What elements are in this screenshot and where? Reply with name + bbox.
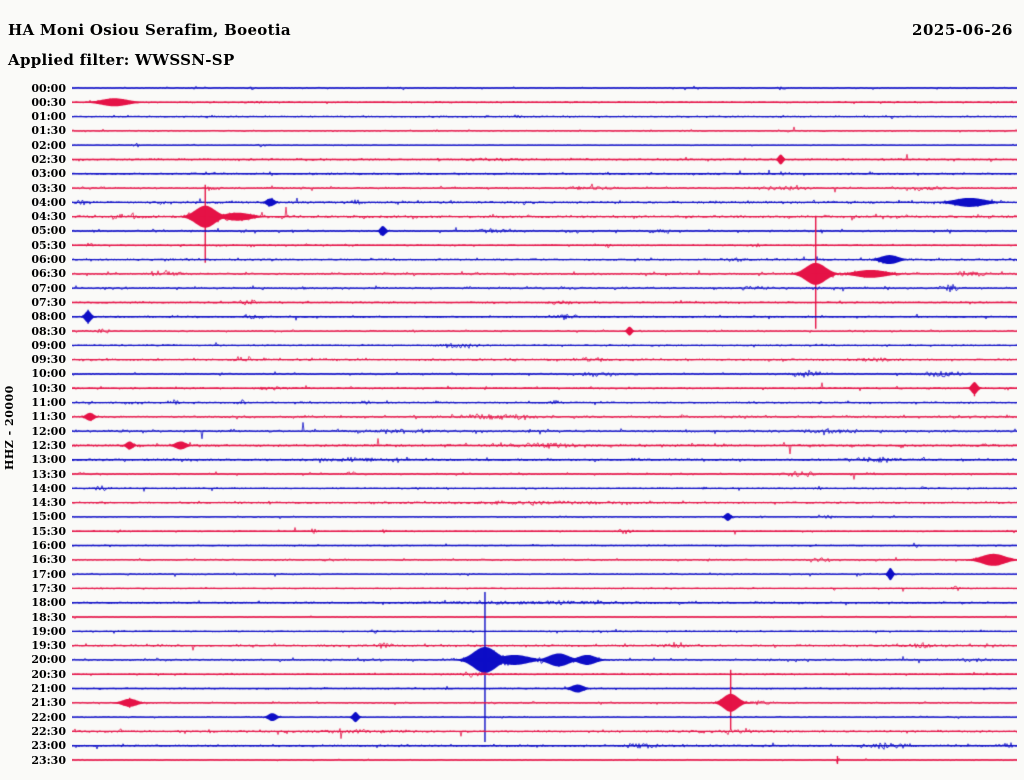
record-date: 2025-06-26	[912, 21, 1013, 39]
row-time-label: 04:00	[31, 195, 66, 209]
row-time-label: 05:30	[31, 238, 66, 252]
time-labels: 00:00 00:30 01:00 01:30 02:00 02:30 03:00 03:30…	[0, 0, 67, 780]
row-time-label: 02:00	[31, 138, 66, 152]
row-time-label: 04:30	[31, 210, 66, 224]
row-time-label: 20:00	[31, 653, 66, 667]
row-time-label: 21:30	[31, 696, 66, 710]
row-time-label: 10:00	[31, 367, 66, 381]
row-time-label: 06:30	[31, 267, 66, 281]
row-time-label: 18:00	[31, 596, 66, 610]
row-time-label: 12:30	[31, 438, 66, 452]
row-time-label: 09:30	[31, 353, 66, 367]
row-time-label: 15:00	[31, 510, 66, 524]
row-time-label: 07:30	[31, 295, 66, 309]
row-time-label: 13:30	[31, 467, 66, 481]
row-time-label: 03:30	[31, 181, 66, 195]
helicorder-traces	[72, 80, 1017, 780]
row-time-label: 22:30	[31, 724, 66, 738]
row-time-label: 00:00	[31, 81, 66, 95]
row-time-label: 23:30	[31, 753, 66, 767]
row-time-label: 09:00	[31, 338, 66, 352]
row-time-label: 06:00	[31, 253, 66, 267]
row-time-label: 14:30	[31, 496, 66, 510]
row-time-label: 23:00	[31, 739, 66, 753]
row-time-label: 08:30	[31, 324, 66, 338]
row-time-label: 17:00	[31, 567, 66, 581]
row-time-label: 11:30	[31, 410, 66, 424]
row-time-label: 00:30	[31, 95, 66, 109]
row-time-label: 02:30	[31, 152, 66, 166]
row-time-label: 18:30	[31, 610, 66, 624]
row-time-label: 22:00	[31, 710, 66, 724]
station-title: HA Moni Osiou Serafim, Boeotia	[8, 21, 291, 39]
row-time-label: 16:30	[31, 553, 66, 567]
row-time-label: 19:30	[31, 639, 66, 653]
row-time-label: 20:30	[31, 667, 66, 681]
row-time-label: 10:30	[31, 381, 66, 395]
row-time-label: 15:30	[31, 524, 66, 538]
row-time-label: 13:00	[31, 453, 66, 467]
row-time-label: 21:00	[31, 682, 66, 696]
row-time-label: 01:30	[31, 124, 66, 138]
row-time-label: 07:00	[31, 281, 66, 295]
row-time-label: 14:00	[31, 481, 66, 495]
row-time-label: 11:00	[31, 396, 66, 410]
row-time-label: 17:30	[31, 581, 66, 595]
row-time-label: 16:00	[31, 539, 66, 553]
row-time-label: 03:00	[31, 167, 66, 181]
row-time-label: 05:00	[31, 224, 66, 238]
row-time-label: 01:00	[31, 110, 66, 124]
row-time-label: 12:00	[31, 424, 66, 438]
row-time-label: 08:00	[31, 310, 66, 324]
applied-filter-label: Applied filter: WWSSN-SP	[8, 51, 235, 69]
row-time-label: 19:00	[31, 624, 66, 638]
